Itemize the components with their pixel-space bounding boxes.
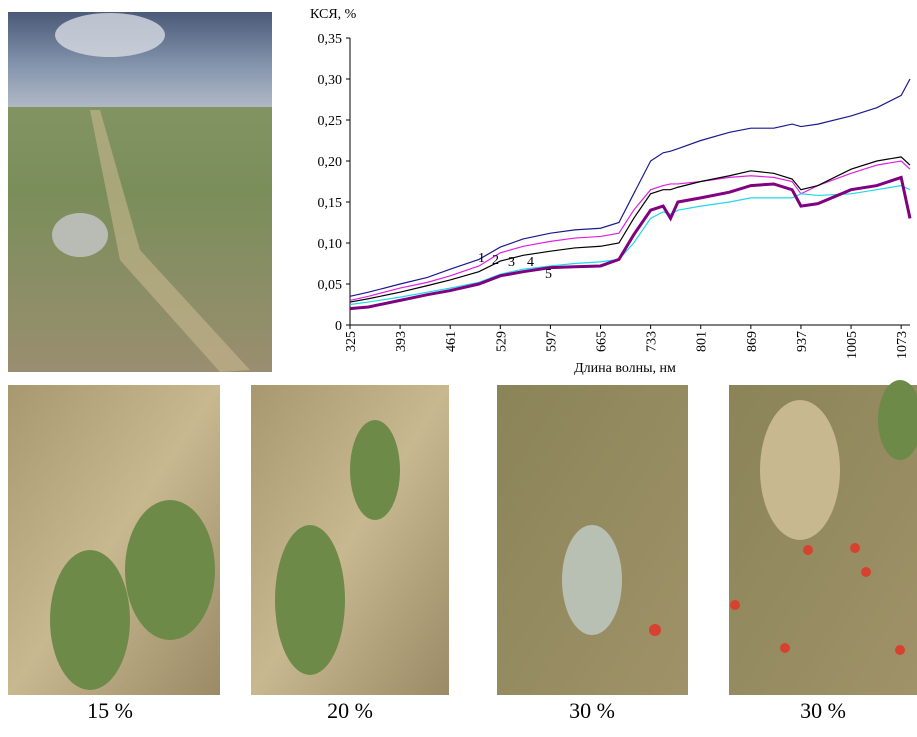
x-tick-label: 665 <box>595 331 610 352</box>
x-tick-label: 1005 <box>845 331 860 359</box>
spectrum-line <box>349 160 911 301</box>
caption: 30 % <box>800 698 846 723</box>
y-tick-label: 0,05 <box>318 278 343 293</box>
caption: 20 % <box>327 698 373 723</box>
x-tick-label: 325 <box>344 331 359 352</box>
y-tick-label: 0,10 <box>318 237 343 252</box>
landscape-photo <box>8 12 272 372</box>
y-axis-label: КСЯ, % <box>310 7 357 22</box>
curve-label: 3 <box>508 255 515 270</box>
x-tick-label: 801 <box>695 331 710 352</box>
x-tick-label: 733 <box>645 331 660 352</box>
x-tick-label: 461 <box>444 331 459 352</box>
curve-label: 4 <box>527 255 534 270</box>
spectrum-line <box>349 78 911 297</box>
y-tick-label: 0,35 <box>318 32 343 47</box>
x-tick-label: 937 <box>795 331 810 352</box>
x-axis-label: Длина волны, нм <box>574 361 676 376</box>
ground-photo <box>251 385 449 695</box>
x-tick-label: 393 <box>394 331 409 352</box>
x-tick-label: 869 <box>745 331 760 352</box>
caption: 30 % <box>569 698 615 723</box>
ground-photo <box>497 385 688 695</box>
y-tick-label: 0 <box>335 319 342 334</box>
curve-label: 5 <box>545 267 552 282</box>
x-tick-label: 1073 <box>895 331 910 359</box>
ground-photo <box>729 380 917 695</box>
curve-label: 2 <box>492 253 499 268</box>
caption: 15 % <box>87 698 133 723</box>
curve-label: 1 <box>478 251 485 266</box>
y-tick-label: 0,15 <box>318 196 343 211</box>
spectrum-line <box>349 175 912 311</box>
spectrum-line <box>349 156 911 303</box>
ground-photo <box>8 385 220 695</box>
x-tick-label: 529 <box>494 331 509 352</box>
spectrum-line <box>349 184 911 306</box>
y-tick-label: 0,30 <box>318 73 343 88</box>
y-tick-label: 0,20 <box>318 155 343 170</box>
y-tick-label: 0,25 <box>318 114 343 129</box>
x-tick-label: 597 <box>544 331 559 352</box>
